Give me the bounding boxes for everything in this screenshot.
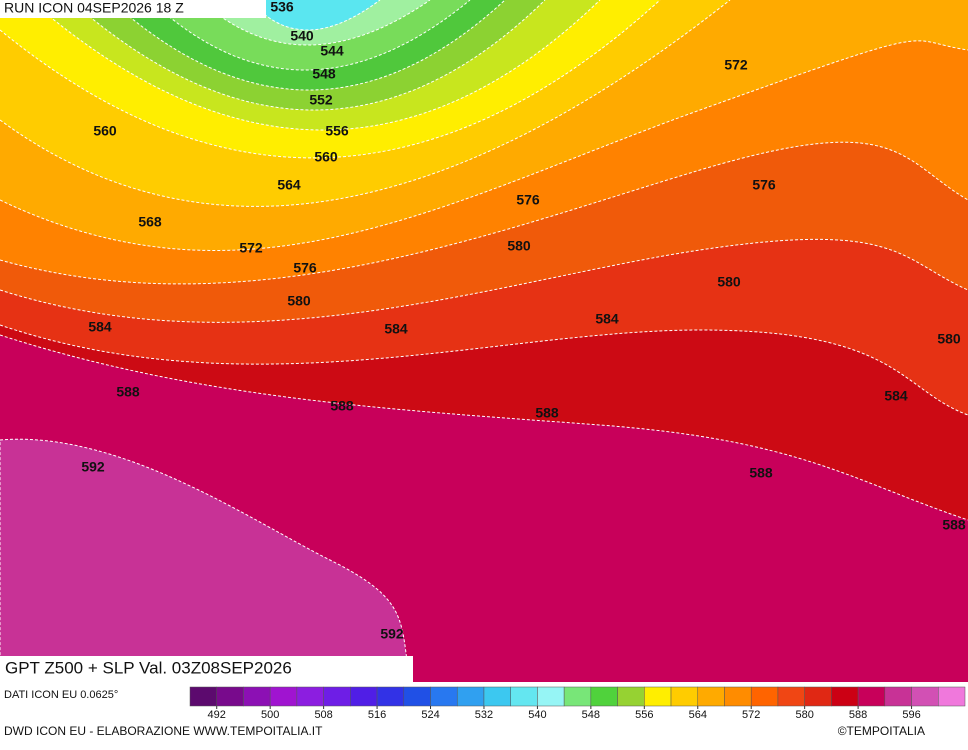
colorbar-swatch [189,686,217,707]
colorbar-swatch [590,686,618,707]
colorbar-swatch [857,686,886,707]
contour-line [0,0,731,207]
run-label: RUN ICON 04SEP2026 18 Z [4,0,184,16]
colorbar-swatch [617,686,645,707]
contour-line [29,0,601,131]
colorbar-swatch [670,686,699,707]
contour-line [199,0,431,46]
colorbar-tick-label: 596 [902,709,920,721]
colorbar-swatch [884,686,912,707]
contour-line [109,0,506,91]
colorbar-tick-label: 524 [421,709,439,721]
colorbar-tick-label: 548 [582,709,600,721]
colorbar-tick-label: 572 [742,709,760,721]
colorbar-swatch [777,686,805,707]
contour-label: 584 [384,321,408,337]
contour-label: 552 [309,92,333,108]
source-note: DATI ICON EU 0.0625° [4,689,118,701]
contour-label: 584 [88,319,112,335]
colorbar-tick-label: 492 [208,709,226,721]
colorbar-tick-label: 588 [849,709,867,721]
contour-label: 588 [942,517,966,533]
contour-label: 576 [752,177,776,193]
map-title: GPT Z500 + SLP Val. 03Z08SEP2026 [5,658,292,677]
colorbar-tick-label: 540 [528,709,546,721]
colorbar-tick-label: 556 [635,709,653,721]
contour-line [0,238,968,323]
contour-label: 564 [277,177,301,193]
colorbar-tick-label: 508 [314,709,332,721]
contour-label: 588 [535,405,559,421]
contour-line [0,141,968,285]
colorbar-swatch [430,686,458,707]
contour-label: 548 [312,66,336,82]
colorbar-swatch [510,686,538,707]
colorbar-tick-label: 532 [475,709,493,721]
contour-label: 572 [724,57,748,73]
colorbar-swatch [750,686,779,707]
colorbar-swatch [483,686,511,707]
contour-line [149,0,471,71]
credit: DWD ICON EU - ELABORAZIONE WWW.TEMPOITAL… [4,724,323,738]
colorbar-tick-label: 580 [795,709,813,721]
colorbar-swatch [644,686,672,707]
colorbar-swatch [269,686,298,707]
contour-label: 588 [116,384,140,400]
contour-label: 592 [380,626,404,642]
colorbar-swatch [296,686,324,707]
colorbar-swatch [938,686,966,707]
colorbar-swatch [563,686,592,707]
colorbar-swatch [804,686,832,707]
colorbar-swatch [323,686,351,707]
contour-label: 556 [325,123,349,139]
colorbar-swatch [376,686,405,707]
contour-label: 540 [290,28,314,44]
contour-label: 536 [270,0,294,15]
copyright: ©TEMPOITALIA [838,724,925,738]
title-box [0,656,413,683]
contour-labels: 536 540 544 548 552 556 560 564 560 568 572 576 580 5… [81,0,966,642]
contour-line [0,40,968,251]
contour-label: 576 [293,260,317,276]
contour-label: 584 [595,311,619,327]
contour-label: 560 [314,149,338,165]
header-box [0,0,266,18]
colorbar-swatch [697,686,725,707]
contour-bands [0,0,968,683]
contour-label: 544 [320,43,344,59]
contour-label: 580 [717,274,741,290]
contour-label: 580 [937,331,961,347]
colorbar-swatch [350,686,378,707]
colorbar-swatch [403,686,431,707]
contour-label: 584 [884,388,908,404]
contour-line [0,0,661,159]
colorbar-swatch [456,686,485,707]
colorbar-tick-label: 564 [689,709,707,721]
contour-label: 588 [330,398,354,414]
colorbar-swatch [831,686,859,707]
contour-label: 580 [507,238,531,254]
colorbar-swatch [216,686,244,707]
colorbar-swatch [537,686,565,707]
colorbar-swatch [724,686,752,707]
contour-line [0,334,968,521]
contour-label: 576 [516,192,540,208]
contour-band [0,438,411,683]
colorbar: 492 500 508 516 524 532 540 548 556 564 572 580 588 5… [189,686,966,721]
colorbar-tick-label: 500 [261,709,279,721]
contour-line [69,0,546,111]
contour-label: 560 [93,123,117,139]
colorbar-swatch [911,686,939,707]
contour-label: 572 [239,240,263,256]
colorbar-tick-label: 516 [368,709,386,721]
contour-line [0,324,968,416]
colorbar-swatch [243,686,271,707]
contour-label: 580 [287,293,311,309]
contour-label: 588 [749,465,773,481]
contour-label: 592 [81,459,105,475]
contour-label: 568 [138,214,162,230]
